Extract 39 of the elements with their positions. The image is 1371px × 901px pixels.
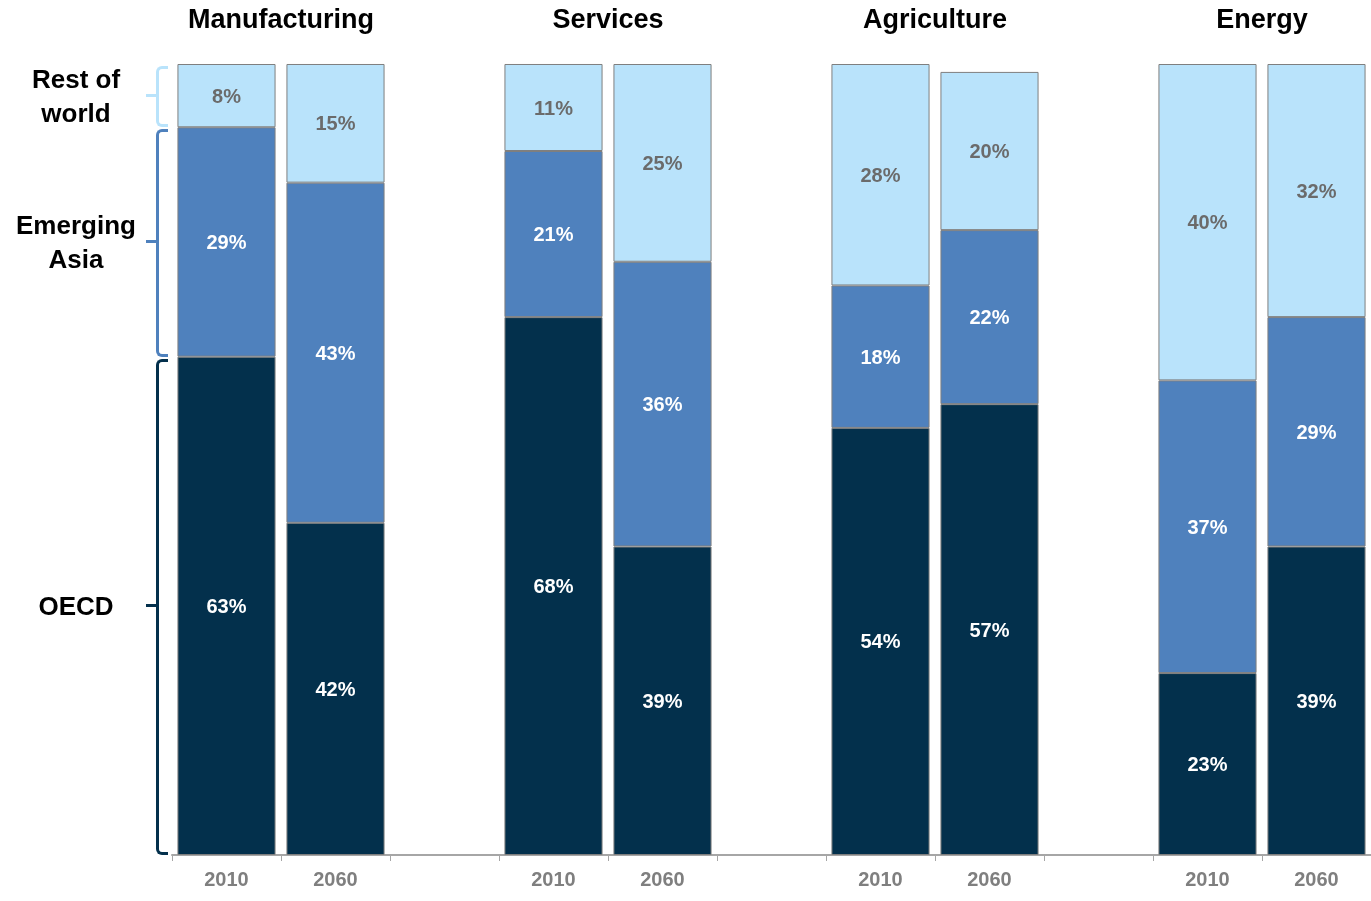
data-label: 8%: [212, 84, 242, 107]
x-tick-label: 2010: [1185, 868, 1230, 890]
data-label: 63%: [206, 594, 247, 617]
data-label: 22%: [969, 306, 1010, 329]
data-label: 39%: [642, 689, 683, 712]
data-label: 39%: [1296, 689, 1337, 712]
data-label: 40%: [1187, 211, 1228, 234]
text: Energy: [1215, 4, 1309, 35]
x-tick-label: 2060: [313, 868, 358, 890]
data-label: 25%: [642, 151, 683, 174]
data-label: 11%: [534, 96, 574, 119]
legend-label: Rest of world: [30, 62, 122, 130]
legend-label: OECD: [37, 589, 115, 623]
data-label: 29%: [206, 230, 247, 253]
data-label: 23%: [1187, 753, 1228, 776]
data-label: 21%: [533, 223, 574, 246]
x-tick-label: 2010: [204, 868, 249, 890]
data-label: 32%: [1296, 179, 1337, 202]
data-label: 15%: [315, 112, 356, 135]
x-tick-label: 2010: [531, 868, 576, 890]
data-label: 43%: [315, 341, 356, 364]
text: Agriculture: [862, 4, 1008, 35]
data-label: 57%: [969, 618, 1010, 641]
x-tick-label: 2010: [858, 868, 903, 890]
data-label: 29%: [1296, 420, 1337, 443]
x-tick-label: 2060: [640, 868, 685, 890]
data-label: 68%: [533, 575, 574, 598]
x-tick-label: 2060: [967, 868, 1012, 890]
data-label: 18%: [860, 345, 901, 368]
data-label: 54%: [860, 630, 901, 653]
text: Services: [551, 4, 665, 35]
data-label: 20%: [969, 140, 1010, 163]
data-label: 37%: [1187, 515, 1228, 538]
data-label: 36%: [642, 393, 683, 416]
data-label: 42%: [315, 677, 356, 700]
text: Manufacturing: [187, 4, 375, 35]
x-tick-label: 2060: [1294, 868, 1339, 890]
data-label: 28%: [860, 163, 901, 186]
legend-label: Emerging Asia: [15, 208, 137, 276]
